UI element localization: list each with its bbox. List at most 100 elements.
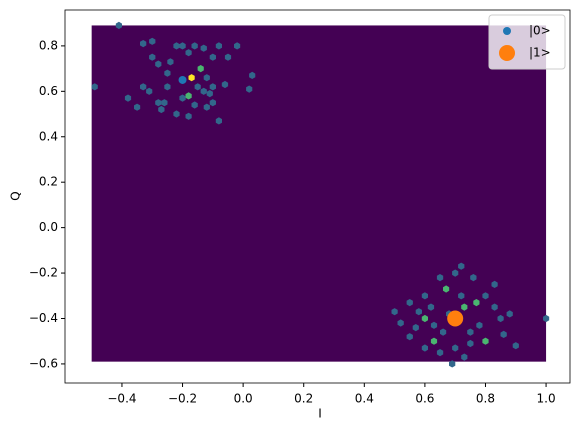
- hex-cell: [482, 337, 489, 345]
- hex-cell: [140, 83, 147, 91]
- y-tick-label: −0.6: [29, 356, 58, 370]
- hex-cell: [179, 42, 186, 50]
- hex-cell: [155, 60, 162, 68]
- hex-cell: [467, 339, 474, 348]
- hex-cell: [224, 53, 232, 61]
- hex-cell: [191, 101, 198, 109]
- hex-cell: [91, 83, 98, 91]
- hex-cell: [149, 37, 156, 45]
- legend-marker: [503, 27, 511, 35]
- hex-cell: [443, 285, 450, 293]
- x-tick-label: 0.8: [476, 392, 495, 406]
- hex-cell: [158, 105, 165, 114]
- hex-cell: [155, 99, 162, 107]
- y-tick-label: −0.4: [29, 311, 58, 325]
- y-tick-label: −0.2: [29, 266, 58, 280]
- hex-cell: [449, 360, 456, 368]
- hex-cell: [436, 349, 444, 357]
- legend-marker: [499, 45, 515, 61]
- hex-cell: [200, 44, 207, 52]
- hex-cell: [467, 328, 474, 336]
- hex-cell: [115, 21, 122, 29]
- hex-cell: [185, 112, 192, 120]
- hex-cell: [194, 83, 201, 91]
- x-tick-label: −0.2: [168, 392, 197, 406]
- y-tick-label: 0.0: [39, 220, 58, 234]
- hex-cell: [197, 65, 204, 73]
- hexbin-background: [91, 25, 547, 362]
- y-axis-label: Q: [9, 191, 23, 200]
- legend-box: [488, 14, 566, 70]
- hex-cell: [458, 292, 465, 300]
- legend-label: |1>: [529, 46, 551, 60]
- x-axis-label: I: [318, 407, 322, 421]
- hex-cell: [185, 92, 192, 100]
- y-tick-label: 0.4: [39, 129, 58, 143]
- hex-cell: [191, 42, 198, 50]
- hex-cell: [430, 321, 438, 329]
- hex-cell: [440, 328, 447, 336]
- legend-label: |0>: [529, 24, 551, 38]
- hex-cell: [221, 80, 229, 89]
- hex-cell: [234, 42, 241, 50]
- hex-cell: [206, 90, 213, 98]
- hex-cell: [497, 314, 504, 323]
- hex-cell: [436, 274, 444, 282]
- hex-cell: [473, 299, 480, 307]
- hex-cell: [430, 337, 438, 345]
- hex-cell: [179, 94, 186, 102]
- hex-cell: [215, 117, 222, 125]
- hex-cell: [164, 69, 171, 77]
- hex-cell: [461, 353, 468, 361]
- hex-cell: [173, 42, 180, 50]
- hex-cell: [124, 94, 132, 102]
- hex-cell: [149, 53, 156, 61]
- x-tick-label: 0.0: [234, 392, 253, 406]
- hex-cell: [209, 53, 216, 61]
- hex-cell: [421, 344, 428, 352]
- hex-cell: [500, 330, 507, 338]
- scatter-point: [178, 75, 187, 84]
- hex-cell: [427, 303, 435, 311]
- hex-cell: [249, 71, 256, 79]
- hex-cell: [415, 308, 422, 316]
- hex-cell: [421, 292, 428, 300]
- hex-cell: [452, 344, 459, 352]
- hex-cell: [188, 74, 195, 82]
- hex-cell: [246, 85, 253, 93]
- plot-frame: [64, 9, 571, 384]
- hex-cell: [200, 87, 207, 95]
- hex-cell: [476, 321, 483, 329]
- x-tick-label: 1.0: [537, 392, 556, 406]
- hex-cell: [406, 333, 413, 341]
- x-tick-label: 0.6: [415, 392, 434, 406]
- hex-cell: [209, 99, 216, 107]
- hex-cell: [470, 274, 477, 282]
- hex-cell: [167, 58, 174, 66]
- hex-cell: [185, 49, 192, 57]
- hex-cell: [506, 310, 513, 318]
- hex-cell: [482, 292, 489, 300]
- hex-cell: [134, 103, 141, 111]
- hex-cell: [452, 269, 459, 277]
- x-tick-label: −0.4: [107, 392, 136, 406]
- hex-cell: [406, 299, 413, 307]
- hex-cell: [397, 319, 404, 327]
- hex-cell: [491, 280, 498, 288]
- scatter-point: [447, 310, 464, 327]
- y-tick-label: 0.8: [39, 38, 58, 52]
- x-tick-label: 0.2: [294, 392, 313, 406]
- hex-cell: [146, 87, 153, 95]
- hex-cell: [203, 74, 210, 82]
- hex-cell: [203, 103, 210, 111]
- hex-cell: [412, 324, 419, 332]
- hex-cell: [543, 314, 550, 323]
- hex-cell: [491, 303, 498, 311]
- y-tick-label: 0.6: [39, 84, 58, 98]
- y-tick-label: 0.2: [39, 175, 58, 189]
- hex-cell: [391, 308, 398, 316]
- hex-cell: [164, 83, 171, 91]
- hex-cell: [209, 83, 216, 91]
- x-tick-label: 0.4: [355, 392, 374, 406]
- hex-cell: [512, 342, 519, 350]
